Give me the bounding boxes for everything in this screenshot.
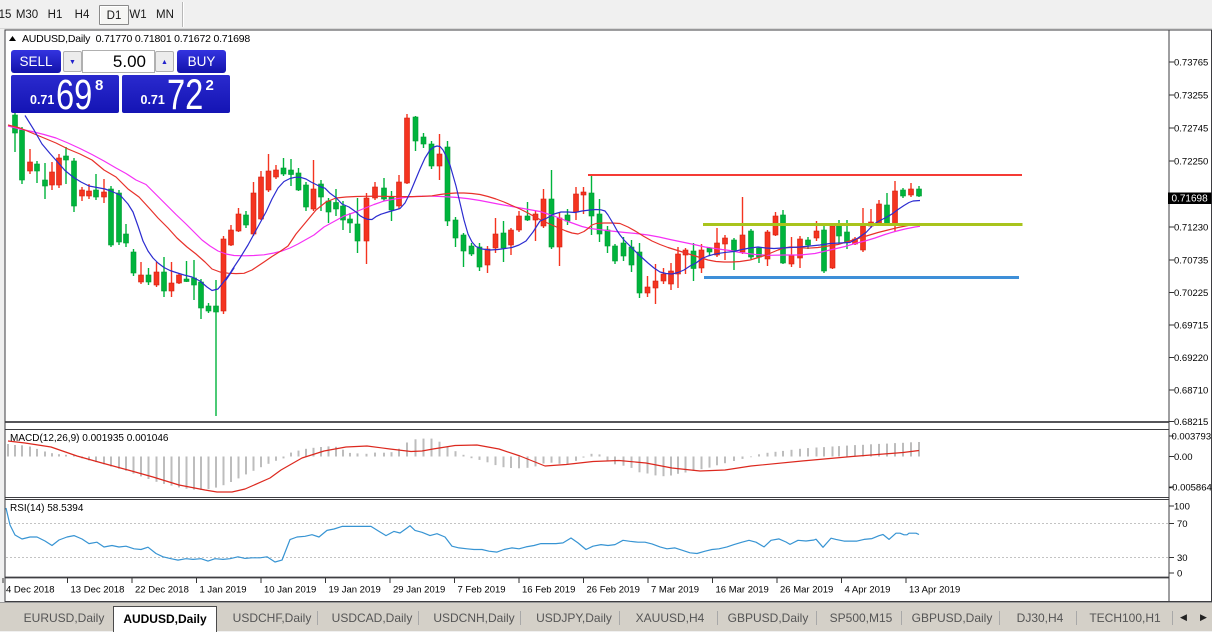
svg-text:0.72745: 0.72745 (1174, 124, 1208, 135)
svg-text:22 Dec 2018: 22 Dec 2018 (135, 585, 189, 596)
svg-text:0.71230: 0.71230 (1174, 223, 1208, 234)
svg-text:30: 30 (1177, 553, 1188, 564)
svg-text:4 Apr 2019: 4 Apr 2019 (845, 585, 891, 596)
svg-text:26 Mar 2019: 26 Mar 2019 (780, 585, 833, 596)
svg-text:26 Feb 2019: 26 Feb 2019 (587, 585, 640, 596)
svg-text:7 Mar 2019: 7 Mar 2019 (651, 585, 699, 596)
svg-text:16 Mar 2019: 16 Mar 2019 (716, 585, 769, 596)
svg-text:0.73255: 0.73255 (1174, 91, 1208, 102)
svg-text:16 Feb 2019: 16 Feb 2019 (522, 585, 575, 596)
svg-text:MACD(12,26,9) 0.001935 0.00104: MACD(12,26,9) 0.001935 0.001046 (10, 433, 169, 444)
svg-text:AUDUSD,Daily 0.71770 0.71801: AUDUSD,Daily 0.71770 0.71801 0.71672 0.7… (22, 33, 250, 45)
svg-text:0.70735: 0.70735 (1174, 256, 1208, 267)
svg-text:13 Dec 2018: 13 Dec 2018 (71, 585, 125, 596)
svg-text:0.72250: 0.72250 (1174, 157, 1208, 168)
svg-text:0.003793: 0.003793 (1172, 432, 1212, 443)
svg-text:0.68710: 0.68710 (1174, 386, 1208, 397)
svg-text:0.00: 0.00 (1174, 452, 1193, 463)
svg-text:0: 0 (1177, 569, 1182, 580)
svg-text:0.71698: 0.71698 (1172, 194, 1209, 205)
svg-text:-0.005864: -0.005864 (1169, 483, 1212, 494)
svg-text:10 Jan 2019: 10 Jan 2019 (264, 585, 316, 596)
svg-text:13 Apr 2019: 13 Apr 2019 (909, 585, 960, 596)
svg-text:4 Dec 2018: 4 Dec 2018 (6, 585, 55, 596)
svg-text:0.70225: 0.70225 (1174, 288, 1208, 299)
svg-text:1 Jan 2019: 1 Jan 2019 (200, 585, 247, 596)
svg-text:19 Jan 2019: 19 Jan 2019 (329, 585, 381, 596)
svg-text:0.73765: 0.73765 (1174, 58, 1208, 69)
svg-text:100: 100 (1174, 502, 1190, 513)
svg-text:0.69715: 0.69715 (1174, 321, 1208, 332)
svg-text:29 Jan 2019: 29 Jan 2019 (393, 585, 445, 596)
svg-text:0.69220: 0.69220 (1174, 353, 1208, 364)
svg-text:0.68215: 0.68215 (1174, 417, 1208, 428)
svg-text:70: 70 (1177, 519, 1188, 530)
svg-text:RSI(14) 58.5394: RSI(14) 58.5394 (10, 503, 84, 514)
svg-text:7 Feb 2019: 7 Feb 2019 (458, 585, 506, 596)
